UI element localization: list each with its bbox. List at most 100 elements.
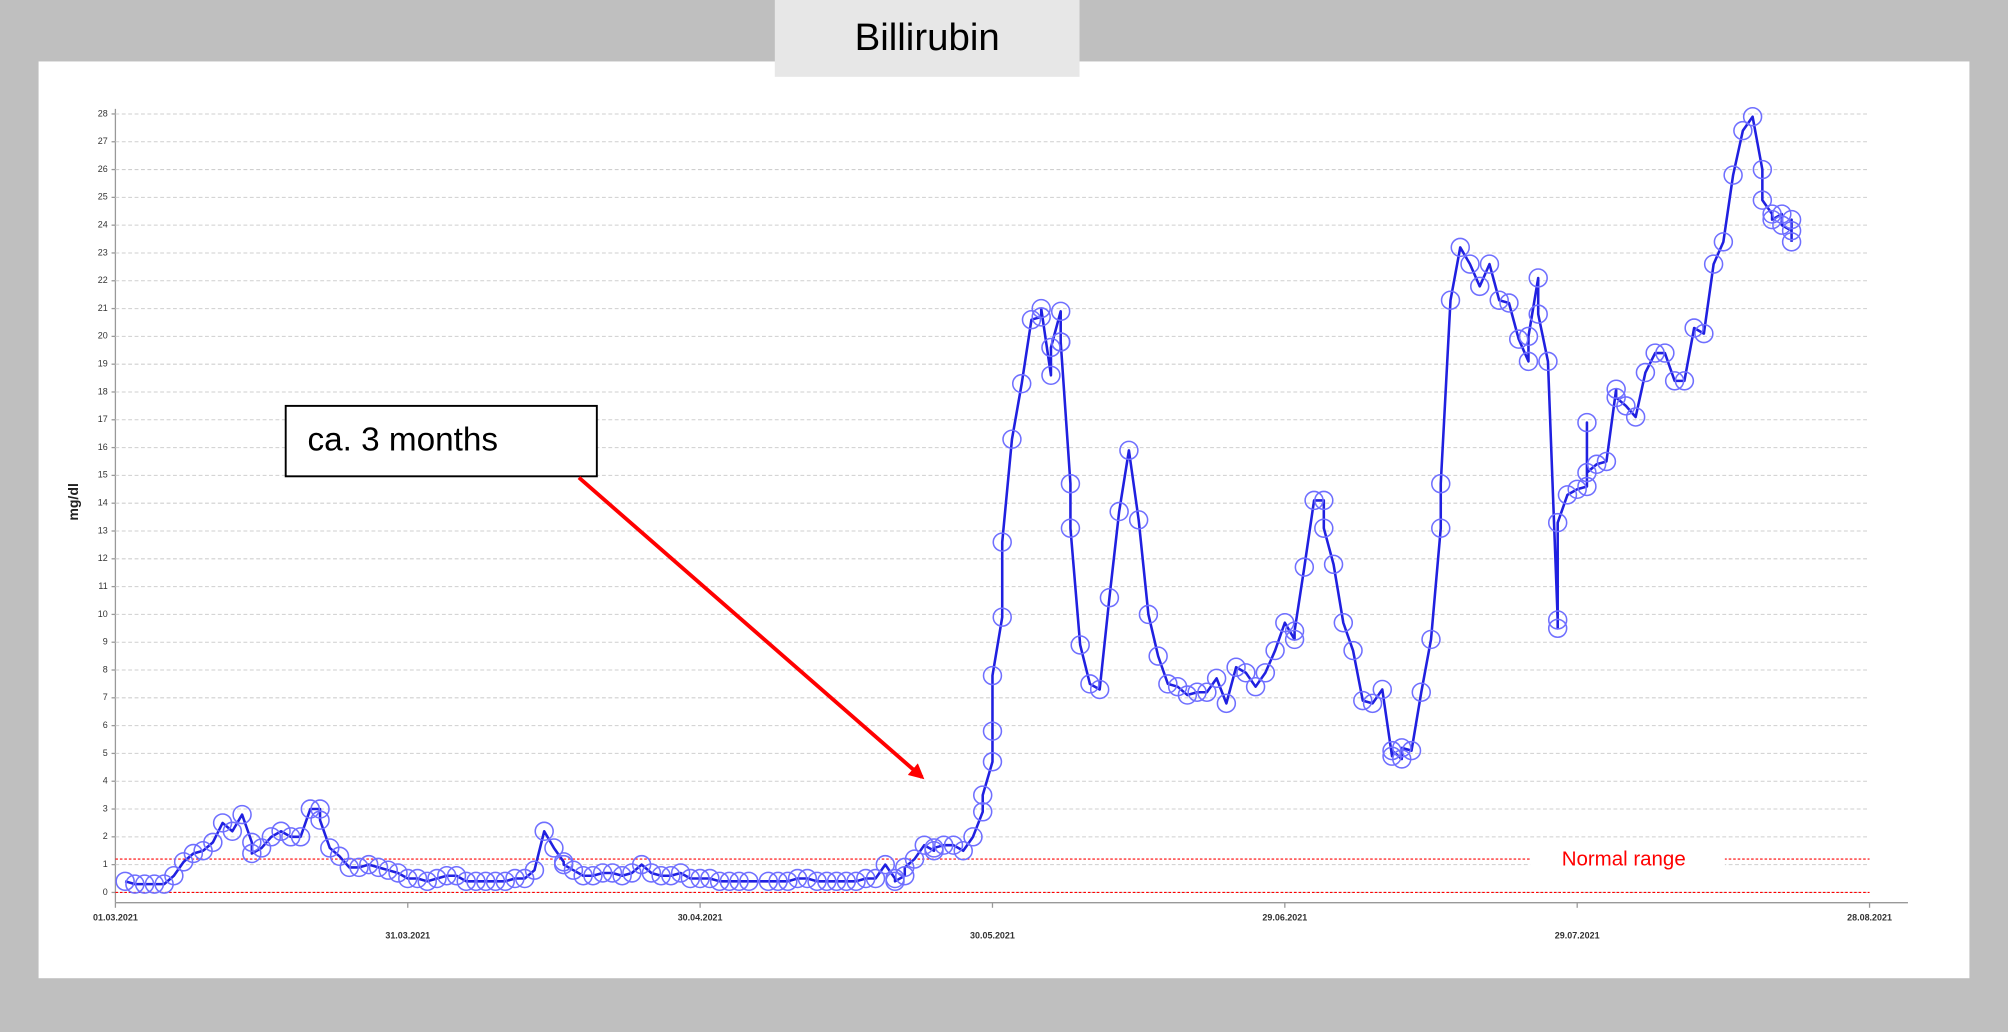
data-point xyxy=(1050,332,1071,352)
annotation-text: ca. 3 months xyxy=(307,422,498,459)
data-point xyxy=(164,866,184,886)
data-point xyxy=(1752,159,1773,180)
data-point xyxy=(1528,304,1548,324)
annotation-arrow xyxy=(577,476,925,780)
data-point xyxy=(1781,209,1802,230)
data-point xyxy=(651,866,671,886)
y-tick-label: 17 xyxy=(98,414,108,424)
data-point xyxy=(378,860,399,880)
data-point xyxy=(1401,740,1422,761)
data-point xyxy=(1314,490,1334,511)
data-point xyxy=(115,871,135,892)
data-point xyxy=(1499,293,1519,313)
data-point xyxy=(1177,685,1198,705)
data-point xyxy=(992,532,1012,552)
data-point xyxy=(1664,371,1685,391)
data-point xyxy=(1372,679,1393,700)
data-point xyxy=(1547,618,1568,639)
y-tick-label: 0 xyxy=(103,887,108,897)
data-point xyxy=(982,752,1003,772)
data-point xyxy=(612,866,632,886)
data-point xyxy=(1606,379,1626,399)
data-point xyxy=(778,871,798,892)
data-point xyxy=(475,871,496,892)
data-point xyxy=(1762,204,1782,224)
data-point xyxy=(261,827,282,847)
data-point xyxy=(690,868,710,889)
data-point xyxy=(592,863,613,883)
data-point xyxy=(251,838,272,858)
data-point xyxy=(1440,290,1461,310)
data-point xyxy=(982,665,1003,686)
data-point xyxy=(1050,301,1071,322)
data-point xyxy=(1538,351,1558,372)
data-point xyxy=(768,871,788,892)
data-point xyxy=(973,785,993,805)
data-point xyxy=(1099,587,1120,608)
data-point xyxy=(1723,165,1743,185)
data-point xyxy=(1353,690,1373,711)
data-point xyxy=(534,821,554,842)
data-point xyxy=(1470,276,1490,297)
data-point xyxy=(934,835,954,855)
data-point xyxy=(865,868,886,889)
data-point xyxy=(1323,554,1344,575)
data-point xyxy=(1431,474,1451,494)
data-point xyxy=(1596,451,1617,472)
data-point xyxy=(437,866,457,886)
data-point xyxy=(349,857,369,878)
y-tick-label: 14 xyxy=(98,498,108,508)
data-point xyxy=(1577,476,1597,497)
data-point xyxy=(1362,693,1383,714)
data-point xyxy=(1284,621,1305,641)
data-point xyxy=(895,866,915,886)
normal-range-label: Normal range xyxy=(1562,848,1686,871)
y-tick-label: 23 xyxy=(98,247,108,257)
data-point xyxy=(807,871,827,892)
y-tick-label: 28 xyxy=(98,108,108,118)
normal-range-label-bg xyxy=(1530,846,1725,872)
y-tick-label: 26 xyxy=(98,164,108,174)
data-point xyxy=(583,866,603,886)
annotation-box xyxy=(284,404,598,478)
data-point xyxy=(1752,190,1773,210)
title-tab xyxy=(774,0,1080,77)
data-point xyxy=(943,835,964,855)
data-point xyxy=(1479,254,1500,274)
data-point xyxy=(1713,232,1734,252)
data-point xyxy=(1197,682,1217,702)
data-point xyxy=(1392,738,1412,758)
y-tick-label: 4 xyxy=(103,776,108,786)
y-tick-label: 15 xyxy=(98,470,108,480)
data-point xyxy=(1772,215,1792,235)
data-point xyxy=(700,868,720,889)
data-point xyxy=(1781,232,1802,252)
data-point xyxy=(1635,362,1656,383)
annotation-group: ca. 3 months xyxy=(284,404,925,780)
data-point xyxy=(427,868,447,889)
data-point xyxy=(242,832,262,853)
data-point xyxy=(1265,640,1285,661)
data-point xyxy=(1226,657,1246,677)
data-point xyxy=(1577,412,1597,433)
data-point xyxy=(1625,407,1646,427)
data-point xyxy=(953,841,973,861)
data-point xyxy=(992,607,1012,627)
data-point xyxy=(1518,326,1539,347)
data-point xyxy=(1781,220,1802,241)
data-point xyxy=(1109,501,1129,522)
data-point xyxy=(758,871,779,892)
data-point xyxy=(290,827,311,847)
y-tick-label: 19 xyxy=(98,359,108,369)
data-point xyxy=(661,866,681,886)
data-point xyxy=(1158,674,1178,694)
data-point xyxy=(602,863,623,883)
data-point xyxy=(1031,298,1051,319)
y-tick-label: 9 xyxy=(103,637,108,647)
data-point xyxy=(1557,485,1578,505)
data-point xyxy=(1762,209,1782,230)
data-point xyxy=(709,871,730,892)
data-point xyxy=(729,871,749,892)
data-point xyxy=(1518,351,1539,372)
